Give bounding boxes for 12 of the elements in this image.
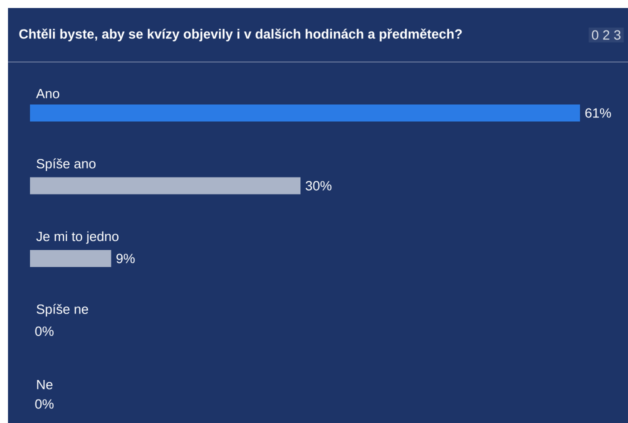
y-tick-label: Spíše ano	[36, 158, 96, 172]
data-label: 0%	[35, 399, 54, 409]
y-tick-label: Ano	[36, 88, 60, 98]
y-tick-label: Ne	[37, 380, 52, 390]
data-label: 30%	[306, 181, 332, 190]
data-label: 9%	[116, 254, 135, 264]
data-label: 0%	[35, 326, 54, 336]
y-tick-label: Spíše ne	[36, 304, 88, 317]
data-label: 61%	[585, 108, 611, 118]
text: 0 2 3	[592, 30, 620, 40]
y-tick-label: Je mi to jedno	[36, 231, 118, 244]
chart-title: Chtěli byste, aby se kvízy objevily i v dalších hodinách a předmětech?	[19, 28, 462, 42]
